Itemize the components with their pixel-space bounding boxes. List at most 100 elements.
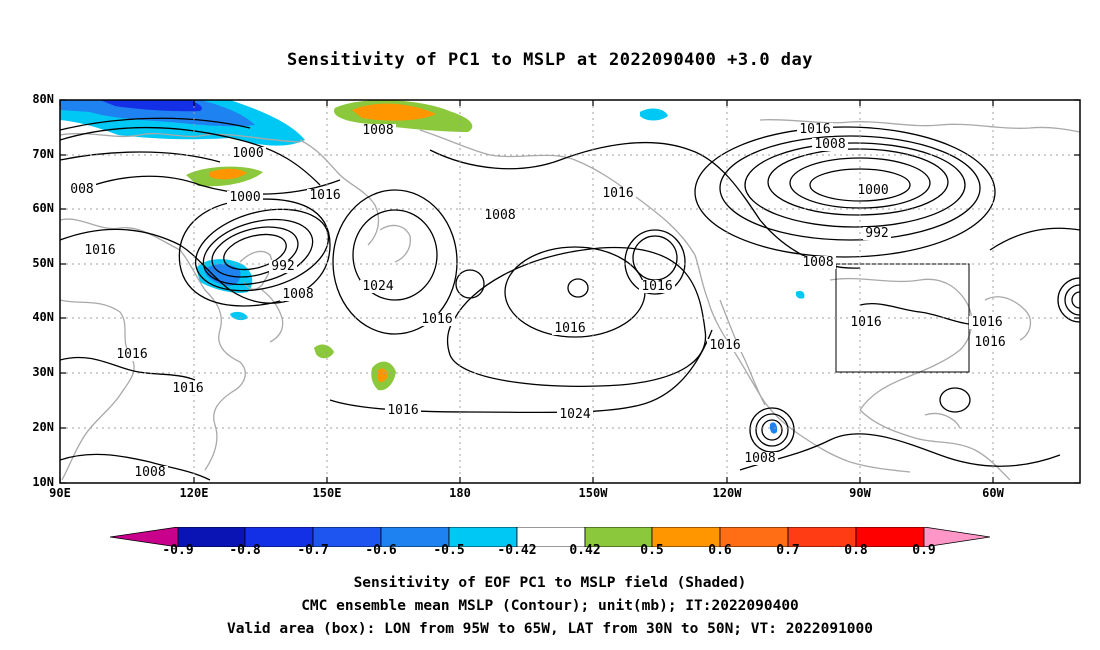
shade-negative-small-east xyxy=(795,290,805,299)
colorbar-tick-label: -0.42 xyxy=(497,543,537,558)
contour-labels: 1008100010009921008101610161008101610161… xyxy=(68,122,1008,480)
shade-positive-small xyxy=(314,344,334,359)
contour-label: 1024 xyxy=(559,407,590,422)
contour-label-bg xyxy=(969,316,1005,329)
contour-label: 1016 xyxy=(116,347,147,362)
contour-label-bg xyxy=(307,189,343,202)
contour-label-bg xyxy=(269,260,297,273)
shade-positive-pacific-core xyxy=(377,368,388,383)
map-frame xyxy=(59,99,1081,484)
contour-label: 1016 xyxy=(641,279,672,294)
caption-line-1: Sensitivity of EOF PC1 to MSLP field (Sh… xyxy=(353,575,747,591)
contour-label-bg xyxy=(385,404,421,417)
contour-label: 1016 xyxy=(602,186,633,201)
contour-label: 1016 xyxy=(84,243,115,258)
lat-label: 50N xyxy=(32,256,54,270)
contour-label-bg xyxy=(482,209,518,222)
colorbar xyxy=(110,527,990,547)
contour-label-bg xyxy=(230,147,266,160)
caption-line-3: Valid area (box): LON from 95W to 65W, L… xyxy=(226,621,873,637)
contour-label: 1016 xyxy=(974,335,1005,350)
contour-label-bg xyxy=(68,183,96,196)
sensitivity-map: 1008100010009921008101610161008101610161… xyxy=(59,99,1081,484)
lat-label: 80N xyxy=(32,92,54,106)
colorbar-tick-label: -0.8 xyxy=(229,543,261,558)
contour-label: 992 xyxy=(271,259,294,274)
contour-label: 1024 xyxy=(362,279,393,294)
shade-positive-siberia-core xyxy=(210,168,247,180)
lon-label: 150E xyxy=(312,486,342,500)
contour-label-bg xyxy=(742,452,778,465)
contour-label-bg xyxy=(797,123,833,136)
contour-label-bg xyxy=(227,191,263,204)
contour-label-bg xyxy=(419,313,455,326)
colorbar-tick-label: 0.5 xyxy=(640,543,664,558)
contour-label: 1016 xyxy=(387,403,418,418)
contour-label-bg xyxy=(360,124,396,137)
contour-label: 1008 xyxy=(814,137,845,152)
contour-label-bg xyxy=(812,138,848,151)
lon-label: 60W xyxy=(982,486,1004,500)
lon-label: 150W xyxy=(578,486,608,500)
contour-label: 1000 xyxy=(229,190,260,205)
shade-positive-north-core xyxy=(352,103,436,121)
contour-label: 1016 xyxy=(309,188,340,203)
shade-negative-arctic-core xyxy=(60,100,255,127)
contour-label-bg xyxy=(114,348,150,361)
shade-negative-japan-core xyxy=(204,264,241,286)
contour-label: 1016 xyxy=(799,122,830,137)
contour-label-bg xyxy=(848,316,884,329)
contour-label: 1000 xyxy=(232,146,263,161)
contour-label-bg xyxy=(552,322,588,335)
contour-label: 1008 xyxy=(362,123,393,138)
contour-label-bg xyxy=(82,244,118,257)
contour-label-bg xyxy=(557,408,593,421)
contour-label: 1008 xyxy=(484,208,515,223)
contour-label-bg xyxy=(972,336,1008,349)
lat-label: 70N xyxy=(32,147,54,161)
lat-label: 40N xyxy=(32,310,54,324)
contour-label-bg xyxy=(639,280,675,293)
contour-label-bg xyxy=(132,466,168,479)
shade-negative-arctic-dark xyxy=(100,100,202,112)
axis-ticks xyxy=(59,99,1080,484)
lon-label: 180 xyxy=(449,486,471,500)
map-background xyxy=(60,100,1080,483)
shade-negative-arctic-east xyxy=(640,108,668,121)
contour-label: 1008 xyxy=(282,287,313,302)
contour-label-bg xyxy=(855,184,891,197)
lon-label: 90W xyxy=(849,486,871,500)
contour-label: 008 xyxy=(70,182,93,197)
contour-label-bg xyxy=(600,187,636,200)
contour-label: 1016 xyxy=(421,312,452,327)
contour-label-bg xyxy=(280,288,316,301)
contour-label: 992 xyxy=(865,226,888,241)
contour-label-bg xyxy=(800,256,836,269)
contour-label-bg xyxy=(170,382,206,395)
contour-label: 1016 xyxy=(172,381,203,396)
contour-label-bg xyxy=(863,227,891,240)
lon-label: 120E xyxy=(179,486,209,500)
colorbar-tick-label: -0.5 xyxy=(433,543,465,558)
colorbar-tick-label: 0.8 xyxy=(844,543,868,558)
mslp-contours xyxy=(60,117,1080,481)
colorbar-max-triangle xyxy=(923,527,990,547)
colorbar-tick-label: -0.7 xyxy=(297,543,329,558)
shade-negative-baja xyxy=(769,422,778,434)
colorbar-tick-label: 0.6 xyxy=(708,543,732,558)
colorbar-tick-label: 0.7 xyxy=(776,543,800,558)
contour-label-bg xyxy=(707,339,743,352)
lon-label: 120W xyxy=(712,486,742,500)
map-title: Sensitivity of PC1 to MSLP at 2022090400… xyxy=(286,50,813,70)
contour-label: 1000 xyxy=(857,183,888,198)
contour-label: 1016 xyxy=(709,338,740,353)
colorbar-tick-label: -0.9 xyxy=(162,543,194,558)
lat-label: 10N xyxy=(32,475,54,489)
contour-label: 1008 xyxy=(744,451,775,466)
caption-line-2: CMC ensemble mean MSLP (Contour); unit(m… xyxy=(301,598,799,614)
contour-label: 1016 xyxy=(554,321,585,336)
contour-label-bg xyxy=(360,280,396,293)
contour-label: 1008 xyxy=(134,465,165,480)
colorbar-tick-label: -0.6 xyxy=(365,543,397,558)
contour-label: 1016 xyxy=(971,315,1002,330)
